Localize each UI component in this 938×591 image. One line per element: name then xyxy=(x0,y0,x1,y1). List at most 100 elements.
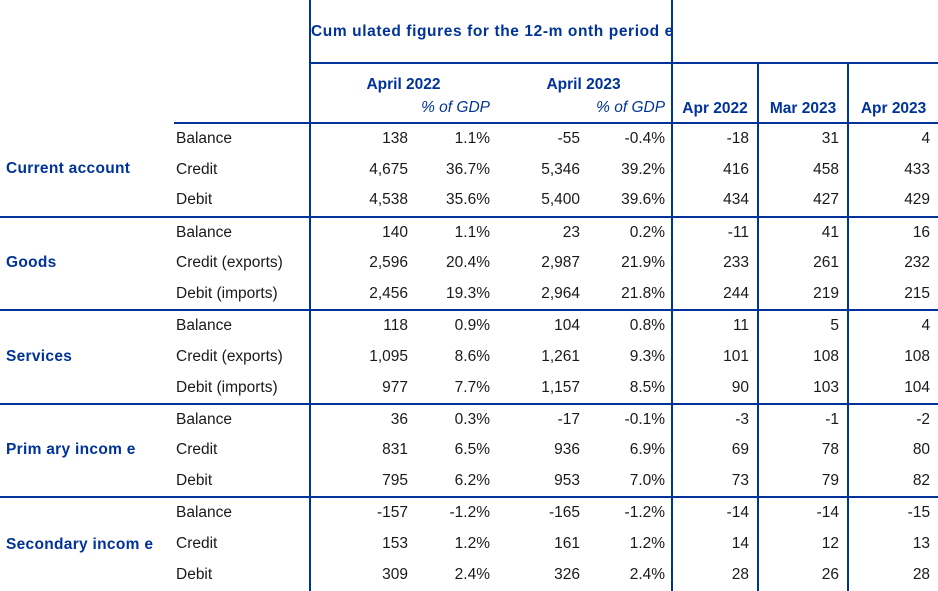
row-label: Debit xyxy=(176,566,213,584)
value-apr-2022: -11 xyxy=(671,216,759,248)
table-row: Debit 4,538 35.6% 5,400 39.6% 434 427 429 xyxy=(0,185,938,218)
table-row: Credit (exports) 1,095 8.6% 1,261 9.3% 101 108… xyxy=(0,341,938,373)
table-row: Credit 153 1.2% 161 1.2% 14 12 13 xyxy=(0,528,938,560)
value-mar-2023: -14 xyxy=(757,497,849,529)
table-row: Prim ary incom e Balance 36 0.3% -17 -0.1% -3-… xyxy=(0,403,938,499)
value-2022: 4,675 xyxy=(309,154,416,186)
row-label: Debit (imports) xyxy=(174,278,310,312)
pct-gdp-2022: 7.7% xyxy=(416,372,496,405)
value-2023: 5,400 xyxy=(496,185,588,218)
table-row: Credit (exports) 2,596 20.4% 2,987 21.9% 233 2… xyxy=(0,247,938,279)
value-apr-2023: 232 xyxy=(847,247,938,279)
month-header-2: Mar 2023 xyxy=(757,62,849,124)
value-2023: 326 xyxy=(554,566,580,584)
month-header-1: Apr 2022 xyxy=(671,62,759,124)
value-apr-2023: 28 xyxy=(847,559,938,591)
value-apr-2022: 14 xyxy=(671,528,759,560)
group-label: Current account xyxy=(0,123,174,218)
table-row: Goods Balance 140 1.1% 23 0.2% -11 41 16 xyxy=(0,216,938,312)
header-blank xyxy=(0,0,174,123)
table-row: Secondary incom e Balance -157 -1.2% -165 -1.… xyxy=(0,497,938,553)
table-row: Services Balance 118 0.9% 104 0.8% 11 5 4 xyxy=(0,310,938,405)
group-label: Services xyxy=(0,310,174,405)
pct-gdp-2022: 8.6% xyxy=(454,347,490,365)
value-apr-2022: 11 xyxy=(671,310,759,342)
value-apr-2022: -3 xyxy=(671,403,759,435)
value-mar-2023: 427 xyxy=(757,185,849,218)
gdp-spacer-1 xyxy=(309,94,416,124)
group-label: Prim ary incom e xyxy=(0,403,174,499)
table-row: Debit (imports) 977 7.7% 1,157 8.5% 90 103 104 xyxy=(0,372,938,405)
row-label: Credit xyxy=(176,441,218,459)
pct-gdp-2023: -0.4% xyxy=(624,130,666,148)
row-label: Credit (exports) xyxy=(176,254,283,272)
pct-gdp-2022: 19.3% xyxy=(416,278,496,312)
value-apr-2023: 16 xyxy=(847,216,938,248)
value-apr-2022: 416 xyxy=(671,154,759,186)
value-apr-2023: 433 xyxy=(847,154,938,186)
value-2023: 5,346 xyxy=(541,160,580,178)
value-2022: 4,538 xyxy=(309,185,416,218)
table-row: Current account Balance 138 1.1% -55 -0.4% -18… xyxy=(0,123,938,218)
value-mar-2023: 103 xyxy=(757,372,849,405)
pct-gdp-2023: 1.2% xyxy=(629,535,666,553)
value-apr-2022: 90 xyxy=(671,372,759,405)
value-2023: 2,964 xyxy=(496,278,588,312)
value-mar-2023: 458 xyxy=(757,154,849,186)
value-mar-2023: -1 xyxy=(757,403,849,435)
value-mar-2023: 261 xyxy=(757,247,849,279)
value-2023: 936 xyxy=(554,441,580,459)
value-2022: 2,456 xyxy=(309,278,416,312)
value-mar-2023: 79 xyxy=(757,466,849,499)
value-2022: 977 xyxy=(309,372,416,405)
pct-gdp-2023: -0.1% xyxy=(624,410,666,428)
table-row: Credit 831 6.5% 936 6.9% 69 78 80 xyxy=(0,434,938,467)
row-label: Balance xyxy=(176,223,233,241)
pct-gdp-2023: 9.3% xyxy=(629,347,666,365)
pct-gdp-2022: 0.9% xyxy=(454,317,490,335)
value-mar-2023: 108 xyxy=(757,341,849,373)
header-blank-months xyxy=(671,0,938,63)
value-mar-2023: 26 xyxy=(757,559,849,591)
value-apr-2023: 429 xyxy=(847,185,938,218)
header-row-top: Cum ulated figures for the 12-m onth per… xyxy=(0,0,938,124)
value-apr-2023: 104 xyxy=(847,372,938,405)
value-apr-2023: 4 xyxy=(847,123,938,155)
value-apr-2022: 28 xyxy=(671,559,759,591)
value-2022: 309 xyxy=(309,559,416,591)
pct-gdp-2023: 8.5% xyxy=(588,372,673,405)
value-apr-2022: 73 xyxy=(671,466,759,499)
pct-gdp-2022: 20.4% xyxy=(446,254,490,272)
value-apr-2023: 215 xyxy=(847,278,938,312)
pct-gdp-2022: 1.1% xyxy=(454,130,490,148)
pct-gdp-2023: 2.4% xyxy=(629,566,666,584)
pct-gdp-2022: 6.5% xyxy=(454,441,490,459)
header-row-years: April 2022 April 2023 Apr 2022 Mar 2023 … xyxy=(0,62,938,124)
row-label: Credit xyxy=(176,160,218,178)
value-2022: 153 xyxy=(309,528,416,560)
value-2022: 118 xyxy=(309,310,416,342)
value-2023: 1,157 xyxy=(496,372,588,405)
table-row: Debit 309 2.4% 326 2.4% 28 26 28 xyxy=(0,559,938,591)
value-2023: 953 xyxy=(496,466,588,499)
value-apr-2022: 69 xyxy=(671,434,759,467)
table-row: Debit 795 6.2% 953 7.0% 73 79 82 xyxy=(0,466,938,499)
value-mar-2023: 5 xyxy=(757,310,849,342)
value-apr-2023: 4 xyxy=(847,310,938,342)
row-label: Balance xyxy=(176,410,233,428)
value-apr-2023: 82 xyxy=(847,466,938,499)
value-mar-2023: 219 xyxy=(757,278,849,312)
value-2023: 23 xyxy=(562,223,580,241)
value-apr-2023: 108 xyxy=(847,341,938,373)
value-apr-2022: -18 xyxy=(671,123,759,155)
value-2022: 140 xyxy=(309,216,416,248)
pct-gdp-2023: 39.2% xyxy=(621,160,666,178)
pct-gdp-2022: 36.7% xyxy=(446,160,490,178)
value-2022: 795 xyxy=(309,466,416,499)
value-2022: 1,095 xyxy=(309,341,416,373)
value-2022: -157 xyxy=(309,497,416,529)
value-2023: 104 xyxy=(554,317,580,335)
cumulated-figures-header: Cum ulated figures for the 12-m onth per… xyxy=(308,0,673,64)
pct-gdp-2023: 39.6% xyxy=(588,185,673,218)
